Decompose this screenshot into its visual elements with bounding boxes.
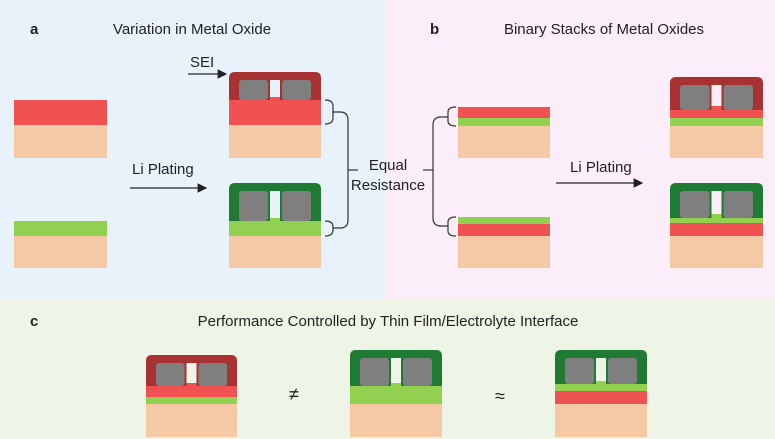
layer	[555, 404, 647, 437]
bracket	[432, 116, 448, 227]
layer	[458, 118, 550, 126]
layer	[670, 214, 763, 223]
layer	[555, 381, 647, 391]
layer	[14, 236, 107, 268]
layer	[458, 217, 550, 224]
layer	[555, 391, 647, 404]
lithium-deposit	[198, 363, 227, 386]
lithium-deposit	[723, 191, 753, 218]
lithium-deposit	[239, 191, 268, 221]
panel-label: b	[430, 21, 439, 38]
layer	[229, 97, 321, 125]
layer	[458, 107, 550, 118]
lithium-deposit	[723, 85, 753, 110]
lithium-deposit	[282, 191, 311, 221]
layer	[146, 404, 237, 437]
lithium-deposit	[680, 85, 710, 110]
panel-title: Binary Stacks of Metal Oxides	[504, 21, 704, 38]
lithium-deposit	[360, 358, 389, 386]
panel-label: c	[30, 313, 38, 330]
layer	[229, 125, 321, 158]
layer	[14, 100, 107, 125]
layer	[229, 218, 321, 236]
lithium-deposit	[403, 358, 432, 386]
bracket-label: Resistance	[351, 177, 425, 194]
layer	[146, 397, 237, 404]
layer	[670, 236, 763, 268]
lithium-deposit	[239, 80, 268, 100]
layer	[14, 221, 107, 236]
layer	[229, 236, 321, 268]
layer	[14, 125, 107, 158]
layer	[458, 224, 550, 236]
layer	[670, 126, 763, 158]
lithium-deposit	[680, 191, 710, 218]
lithium-deposit	[156, 363, 185, 386]
layer	[670, 223, 763, 236]
layer	[350, 404, 442, 437]
panel-title: Performance Controlled by Thin Film/Elec…	[198, 313, 579, 330]
layer	[458, 236, 550, 268]
lithium-deposit	[282, 80, 311, 100]
panel-title: Variation in Metal Oxide	[113, 21, 271, 38]
bracket-label: Equal	[369, 157, 407, 174]
layer	[146, 383, 237, 397]
arrow-label: Li Plating	[570, 159, 632, 176]
layer	[458, 126, 550, 158]
lithium-deposit	[565, 358, 594, 384]
panel-label: a	[30, 21, 39, 38]
symbol: ≈	[495, 386, 505, 406]
lithium-deposit	[608, 358, 637, 384]
symbol: ≠	[289, 384, 299, 404]
layer	[670, 118, 763, 126]
layer	[350, 383, 442, 404]
arrow-label: Li Plating	[132, 161, 194, 178]
sei-label: SEI	[190, 54, 214, 71]
